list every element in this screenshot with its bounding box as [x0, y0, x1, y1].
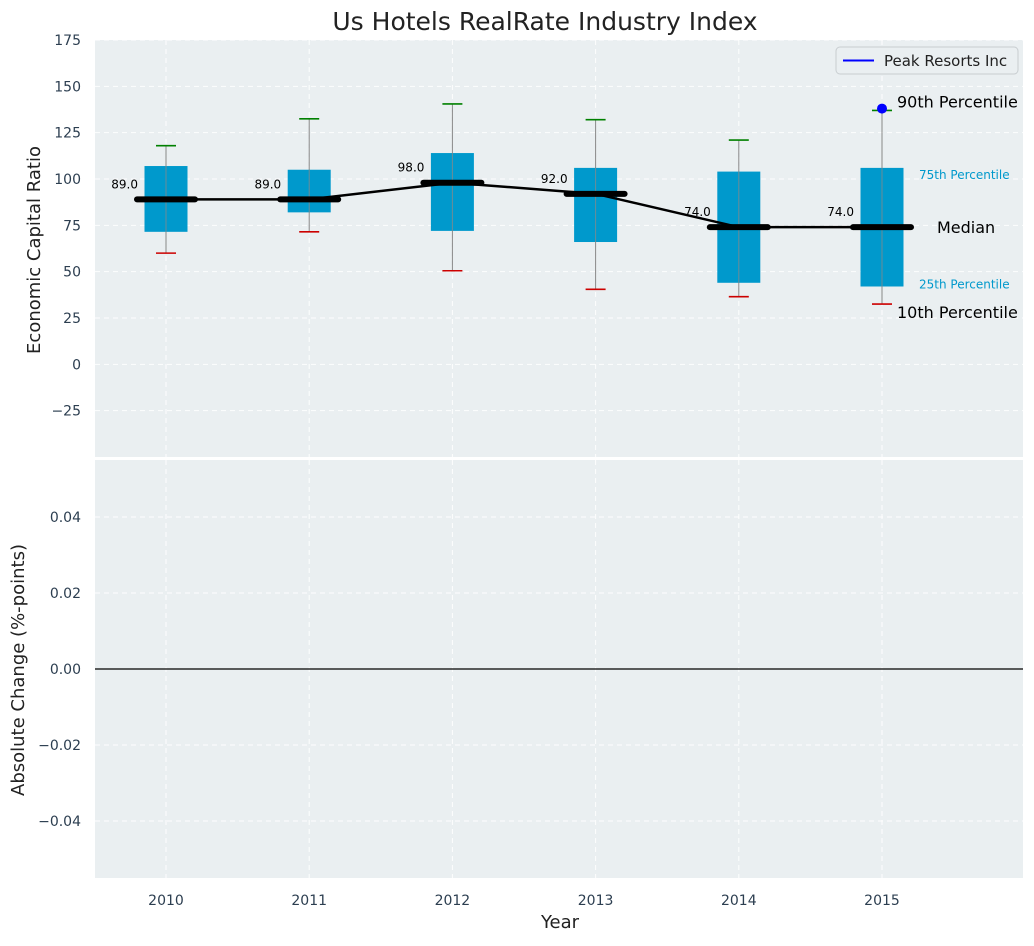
- median-line-group: [134, 179, 914, 231]
- median-labels-group: 89.0 89.0 98.0 92.0 74.0 74.0: [111, 161, 854, 219]
- annotation-p10: 10th Percentile: [897, 303, 1018, 322]
- percentile-annotations-group: 90th Percentile 75th Percentile Median 25th…: [897, 92, 1018, 322]
- top-y-tick-label: 50: [63, 265, 81, 281]
- annotation-p25: 25th Percentile: [919, 277, 1010, 291]
- x-tick-label: 2013: [578, 893, 614, 909]
- annotation-p90: 90th Percentile: [897, 92, 1018, 111]
- bottom-y-tick-label: 0.00: [50, 662, 81, 678]
- bottom-panel-y-ticks: 0.04 0.02 0.00 −0.02 −0.04: [38, 510, 81, 830]
- top-y-tick-label: −25: [51, 404, 81, 420]
- median-value-label: 98.0: [398, 161, 425, 175]
- x-tick-label: 2012: [435, 893, 471, 909]
- bottom-y-tick-label: −0.02: [38, 738, 81, 754]
- chart-title: Us Hotels RealRate Industry Index: [332, 7, 757, 36]
- annotation-median: Median: [937, 218, 995, 237]
- x-tick-label: 2010: [148, 893, 184, 909]
- legend-label: Peak Resorts Inc: [884, 52, 1007, 70]
- median-value-label: 74.0: [684, 205, 711, 219]
- median-value-label: 89.0: [111, 177, 138, 191]
- x-tick-label: 2015: [864, 893, 900, 909]
- bottom-y-tick-label: 0.04: [50, 510, 81, 526]
- bottom-panel-y-label: Absolute Change (%-points): [8, 544, 29, 796]
- company-point: [877, 103, 887, 114]
- bottom-y-tick-label: −0.04: [38, 814, 81, 830]
- x-ticks: 2010 2011 2012 2013 2014 2015: [148, 893, 900, 909]
- x-tick-label: 2011: [291, 893, 327, 909]
- bottom-y-tick-label: 0.02: [50, 586, 81, 602]
- top-panel-y-ticks: 175 150 125 100 75 50 25 0 −25: [51, 33, 81, 420]
- x-tick-label: 2014: [721, 893, 757, 909]
- legend: Peak Resorts Inc: [835, 46, 1019, 75]
- median-value-label: 92.0: [541, 172, 568, 186]
- top-y-tick-label: 75: [63, 218, 81, 234]
- median-value-label: 89.0: [254, 177, 281, 191]
- top-y-tick-label: 125: [54, 126, 81, 142]
- top-panel-y-label: Economic Capital Ratio: [24, 146, 45, 354]
- median-value-label: 74.0: [827, 205, 854, 219]
- top-y-tick-label: 0: [72, 357, 81, 373]
- top-y-tick-label: 25: [63, 311, 81, 327]
- annotation-p75: 75th Percentile: [919, 168, 1010, 182]
- top-y-tick-label: 150: [54, 79, 81, 95]
- legend-box: [835, 46, 1019, 75]
- top-y-tick-label: 175: [54, 33, 81, 49]
- x-axis-label: Year: [540, 912, 580, 933]
- company-points-group: [877, 103, 887, 114]
- top-y-tick-label: 100: [54, 172, 81, 188]
